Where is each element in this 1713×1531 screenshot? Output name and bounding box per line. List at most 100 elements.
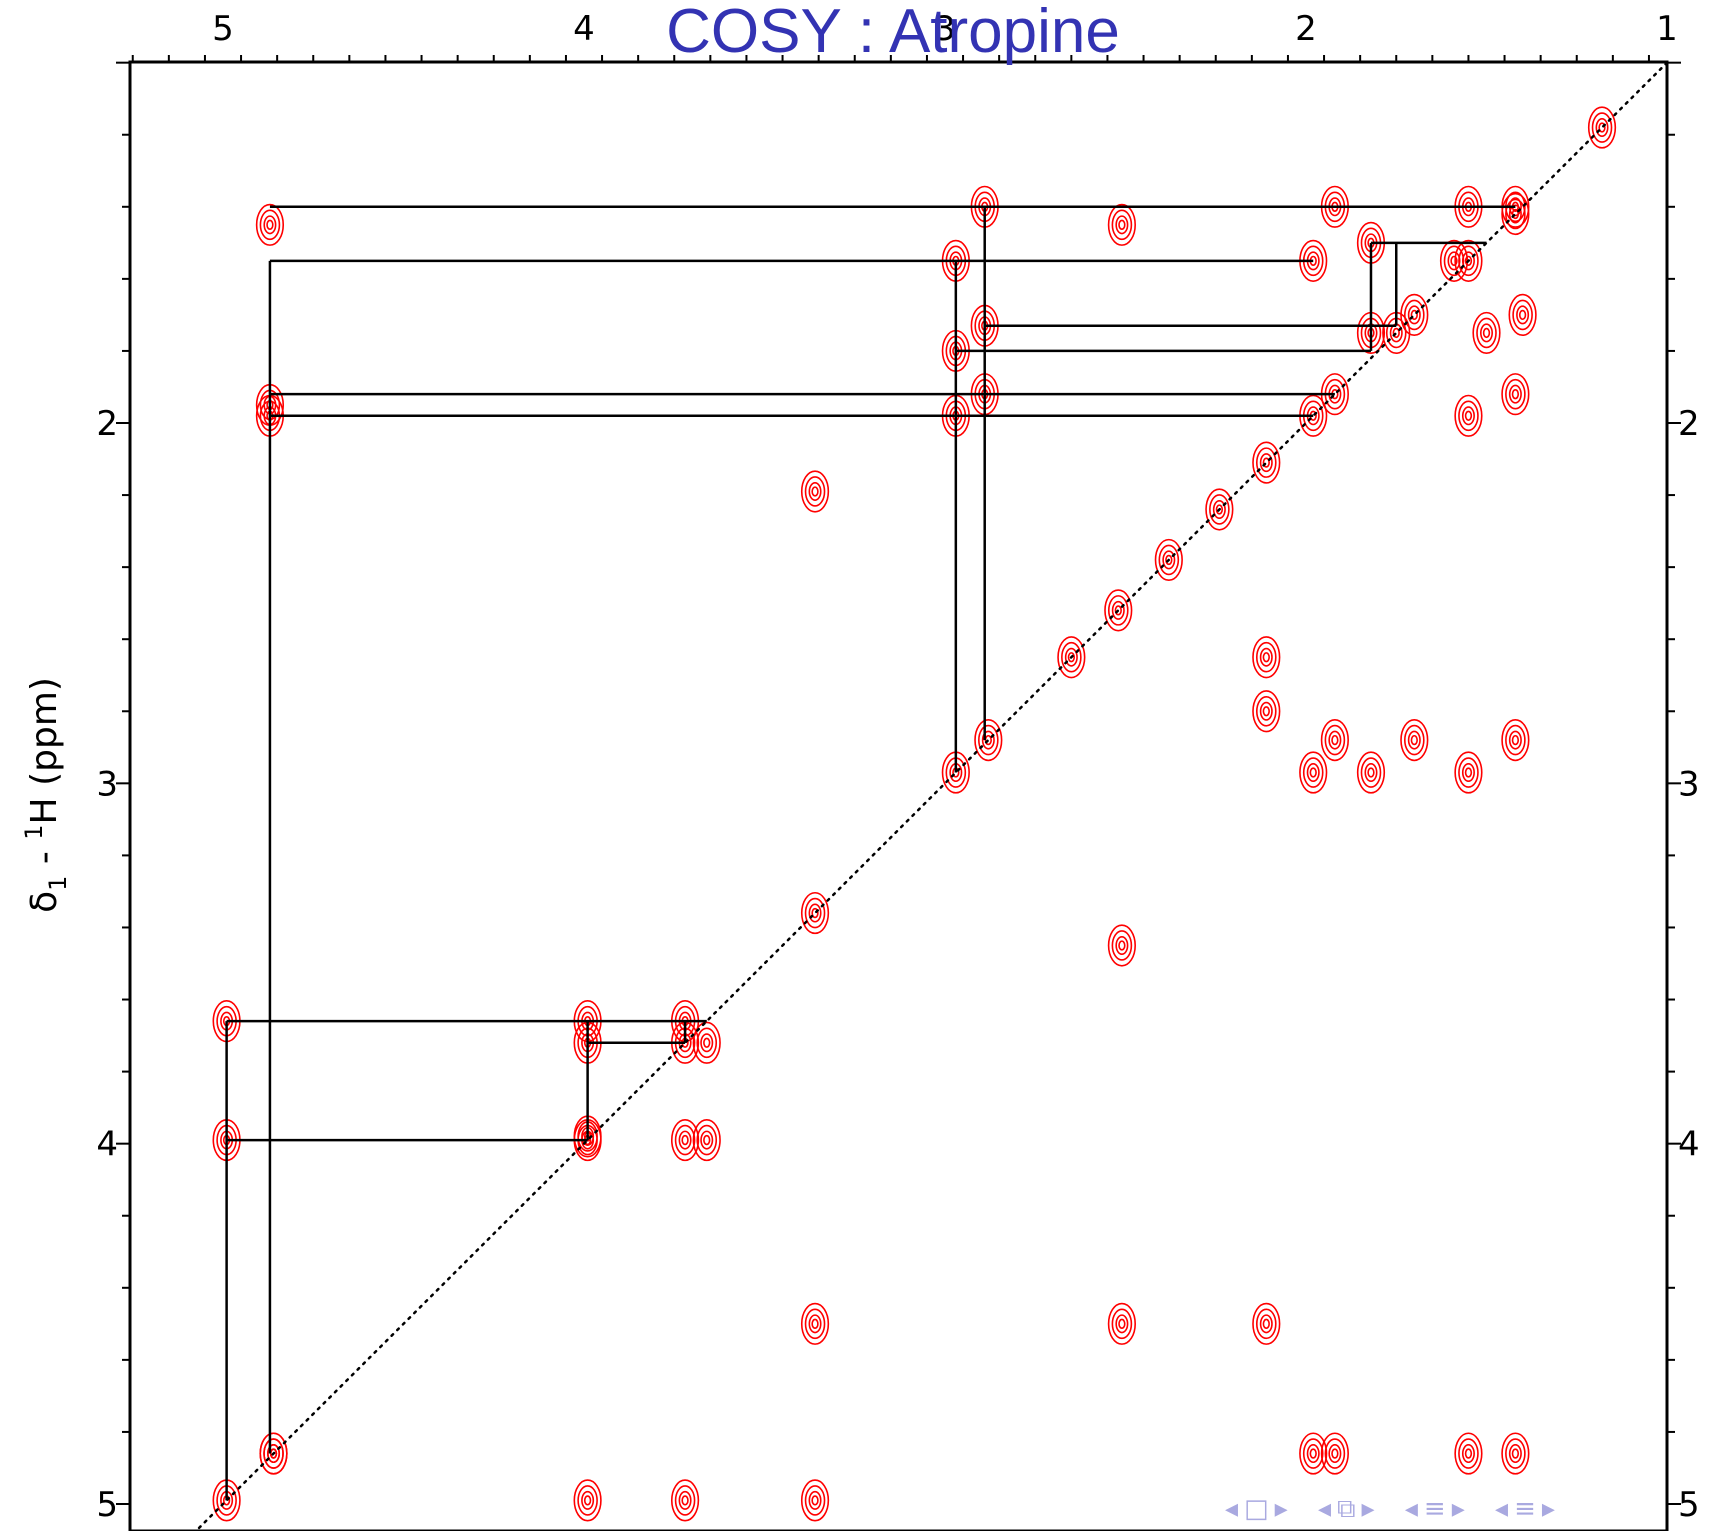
contour-ring <box>1508 293 1537 337</box>
diagonal-peak <box>1104 589 1133 632</box>
cross-peak <box>1400 718 1429 762</box>
contour-ring <box>1392 327 1400 339</box>
contour-ring <box>1508 730 1522 750</box>
contour-ring <box>670 1479 700 1522</box>
diagonal-peak <box>1154 538 1183 582</box>
contour-ring <box>1511 734 1520 746</box>
y-left-tick-label: 4 <box>96 1125 118 1165</box>
contour-ring <box>674 1124 696 1156</box>
y-right-tick-label: 4 <box>1678 1125 1700 1165</box>
cross-peak <box>800 1302 830 1345</box>
contour-ring <box>670 1118 700 1162</box>
cross-peak <box>670 1118 700 1162</box>
cross-peak <box>1508 293 1537 337</box>
contour-ring <box>1262 1318 1270 1329</box>
cross-peak <box>1356 751 1386 794</box>
contour-ring <box>696 1027 718 1059</box>
contour-ring <box>681 1495 689 1506</box>
contour-ring <box>1115 935 1129 955</box>
contour-ring <box>1205 488 1234 531</box>
contour-ring <box>1165 554 1173 566</box>
contour-ring <box>1209 494 1230 525</box>
contour-ring <box>1324 1438 1346 1469</box>
contour-ring <box>1400 293 1429 337</box>
nav-section-icon[interactable]: ◂⧉▸ <box>1317 1494 1381 1524</box>
contour-ring <box>800 1479 830 1522</box>
nav-document-icon[interactable]: ◂≡▸ <box>1495 1494 1561 1524</box>
contour-ring <box>1461 406 1475 426</box>
cross-peak <box>1299 751 1328 794</box>
contour-ring <box>974 718 1003 762</box>
contour-ring <box>700 1130 714 1150</box>
contour-ring <box>1328 1444 1342 1464</box>
x-tick-label: 1 <box>1656 9 1678 49</box>
contour-ring <box>1259 453 1273 473</box>
contour-ring <box>1482 327 1491 339</box>
contour-ring <box>1505 1438 1526 1469</box>
contour-ring <box>1118 1318 1126 1329</box>
contour-ring <box>1443 245 1465 277</box>
cross-peak <box>800 1479 830 1522</box>
contour-ring <box>1410 309 1418 321</box>
diagonal-peak <box>1252 441 1281 484</box>
contour-ring <box>1364 763 1378 783</box>
contour-ring <box>1262 457 1270 468</box>
contour-ring <box>1461 763 1475 783</box>
contour-ring <box>266 219 274 230</box>
contour-ring <box>1259 701 1273 721</box>
contour-ring <box>1472 311 1501 355</box>
contour-ring <box>1461 1444 1475 1464</box>
nav-prev-frame-icon[interactable]: ◂□▸ <box>1225 1494 1294 1524</box>
y-axis-label-rest: H (ppm) <box>24 677 65 824</box>
cross-peak <box>573 1479 602 1522</box>
slide-navigation[interactable]: ◂□▸ ◂⧉▸ ◂≡▸ ◂≡▸ <box>1225 1494 1571 1525</box>
contour-ring <box>1476 317 1497 349</box>
x-tick-label: 2 <box>1295 9 1317 49</box>
contour-ring <box>811 907 819 919</box>
contour-ring <box>703 1134 711 1146</box>
contour-ring <box>1107 595 1129 626</box>
cross-peak <box>1501 373 1530 416</box>
contour-ring <box>978 724 999 756</box>
contour-ring <box>981 730 995 750</box>
contour-ring <box>808 1314 822 1334</box>
contour-ring <box>811 486 819 497</box>
contour-ring <box>808 903 822 923</box>
contour-ring <box>1501 718 1530 762</box>
contour-ring <box>1111 1308 1133 1340</box>
contour-ring <box>1480 323 1494 343</box>
contour-ring <box>1299 751 1328 794</box>
cross-peak <box>1299 1432 1328 1475</box>
contour-ring <box>800 1302 830 1345</box>
diagonal-peak <box>800 891 830 935</box>
cross-peak <box>1472 311 1501 355</box>
y-axis-label-dash: - <box>24 840 65 876</box>
contour-ring <box>1458 1438 1479 1469</box>
contour-ring <box>1299 1432 1328 1475</box>
contour-ring <box>1158 544 1180 576</box>
y-right-tick-label: 3 <box>1678 764 1700 804</box>
contour-ring <box>1212 499 1226 519</box>
contour-ring <box>1255 641 1277 673</box>
contour-ring <box>1302 757 1324 788</box>
y-axis-label-sub: 1 <box>44 876 72 891</box>
cross-peak <box>800 470 830 513</box>
contour-ring <box>1331 734 1339 746</box>
contour-ring <box>808 1490 822 1510</box>
contour-ring <box>1162 550 1176 570</box>
contour-ring <box>1447 251 1461 271</box>
cross-peak <box>692 1021 721 1064</box>
cross-peak <box>255 203 285 246</box>
cross-peak <box>1320 718 1349 762</box>
diagonal-peak <box>1057 636 1086 679</box>
contour-ring <box>1252 636 1281 679</box>
contour-ring <box>1454 239 1483 282</box>
nav-subsection-icon[interactable]: ◂≡▸ <box>1404 1494 1471 1524</box>
contour-ring <box>1115 215 1129 235</box>
chart-title: COSY : Atropine <box>666 0 1120 66</box>
contour-ring <box>678 1490 692 1510</box>
contour-ring <box>1458 757 1479 788</box>
cross-peak <box>259 1432 288 1475</box>
diagonal-line <box>194 61 1669 1531</box>
contour-ring <box>1464 255 1473 266</box>
